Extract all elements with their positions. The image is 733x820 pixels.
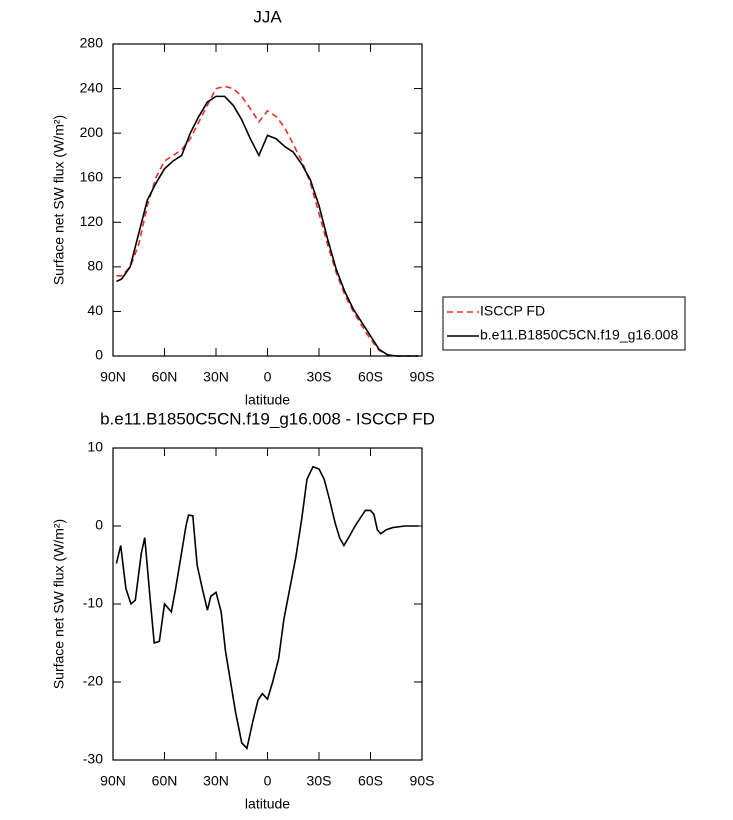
x-tick-label: 90S xyxy=(410,369,435,385)
x-tick-label: 60S xyxy=(358,773,383,789)
x-axis-label: latitude xyxy=(245,796,290,812)
x-tick-label: 30S xyxy=(307,369,332,385)
x-tick-label: 60N xyxy=(152,773,178,789)
y-tick-label: 80 xyxy=(87,258,103,274)
y-tick-label: -10 xyxy=(83,595,103,611)
x-tick-label: 60S xyxy=(358,369,383,385)
x-tick-label: 30N xyxy=(203,773,229,789)
plot-frame xyxy=(112,43,423,357)
x-tick-label: 60N xyxy=(152,369,178,385)
plot-frame xyxy=(112,447,423,761)
legend-box xyxy=(442,296,686,351)
data-line xyxy=(116,95,419,357)
x-tick-label: 30N xyxy=(203,369,229,385)
y-tick-label: 120 xyxy=(80,213,104,229)
y-axis-label: Surface net SW flux (W/m²) xyxy=(51,115,67,285)
chart-title: JJA xyxy=(253,7,282,26)
y-tick-label: 40 xyxy=(87,302,103,318)
x-tick-label: 90N xyxy=(100,773,126,789)
y-axis-label: Surface net SW flux (W/m²) xyxy=(51,519,67,689)
y-tick-label: -30 xyxy=(83,751,103,767)
x-tick-label: 0 xyxy=(264,773,272,789)
data-line xyxy=(115,465,419,750)
y-tick-label: 240 xyxy=(80,79,104,95)
x-axis-label: latitude xyxy=(245,392,290,408)
y-tick-label: -20 xyxy=(83,673,103,689)
legend-label: b.e11.B1850C5CN.f19_g16.008 xyxy=(480,327,678,343)
data-line xyxy=(116,85,419,357)
y-tick-label: 200 xyxy=(80,124,104,140)
y-tick-label: 160 xyxy=(80,168,104,184)
chart-title: b.e11.B1850C5CN.f19_g16.008 - ISCCP FD xyxy=(100,409,435,428)
y-tick-label: 10 xyxy=(87,439,103,455)
x-tick-label: 90S xyxy=(410,773,435,789)
x-tick-label: 0 xyxy=(264,369,272,385)
x-tick-label: 90N xyxy=(100,369,126,385)
legend: ISCCP FD b.e11.B1850C5CN.f19_g16.008 xyxy=(442,296,686,351)
x-tick-label: 30S xyxy=(307,773,332,789)
legend-label: ISCCP FD xyxy=(480,303,545,319)
y-tick-label: 280 xyxy=(80,35,104,51)
y-tick-label: 0 xyxy=(95,517,103,533)
y-tick-label: 0 xyxy=(95,347,103,363)
